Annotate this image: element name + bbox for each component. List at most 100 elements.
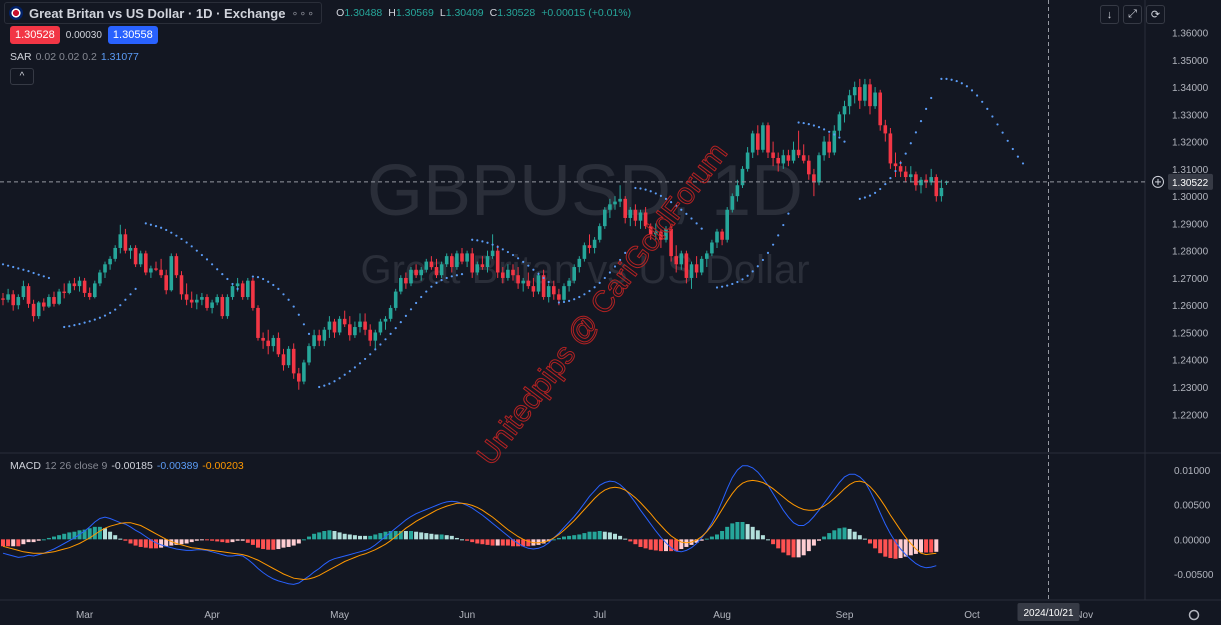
candle-body (638, 212, 643, 221)
sar-point (307, 332, 311, 335)
sar-point (863, 196, 867, 199)
sar-point (292, 305, 295, 308)
candle-body (312, 335, 316, 347)
time-tick-label: Jun (459, 610, 475, 621)
sar-point (715, 286, 719, 289)
sar-point (205, 258, 209, 261)
candle-body (516, 275, 520, 284)
sar-point (608, 271, 612, 274)
arrow-down-icon[interactable]: ↓ (1100, 5, 1119, 24)
last-price-label: 1.30522 (1172, 178, 1209, 189)
candle-body (93, 283, 97, 298)
macd-hist-bar (893, 539, 898, 559)
buy-button[interactable]: 1.30558 (107, 26, 158, 44)
macd-hist-bar (806, 539, 811, 552)
macd-value: -0.00185 (111, 460, 153, 472)
macd-hist-bar (373, 534, 378, 540)
price-tick-label: 1.29000 (1172, 219, 1209, 230)
candle-body (439, 264, 444, 276)
sar-point (83, 321, 86, 324)
sell-button[interactable]: 1.30528 (10, 26, 60, 44)
candle-body (47, 297, 51, 307)
macd-hist-bar (184, 539, 189, 544)
time-tick-label: Jul (593, 610, 606, 621)
sar-point (471, 238, 474, 241)
sar-legend[interactable]: SAR 0.02 0.02 0.2 1.31077 (10, 51, 139, 63)
sar-point (78, 322, 81, 326)
macd-hist-bar (403, 531, 408, 540)
sar-point (925, 107, 928, 110)
candle-body (924, 179, 928, 183)
time-tick-label: Sep (836, 610, 854, 621)
fullscreen-icon[interactable]: ⤢ (1123, 5, 1142, 24)
sar-point (195, 249, 198, 252)
sar-point (22, 268, 25, 271)
macd-hist-bar (679, 539, 684, 550)
sar-point (68, 325, 71, 328)
sar-point (517, 257, 520, 260)
sar-point (506, 250, 509, 254)
sar-point (491, 243, 494, 246)
macd-hist-bar (505, 539, 510, 546)
candle-body (455, 253, 459, 268)
macd-hist-bar (434, 534, 439, 540)
macd-hist-bar (113, 535, 118, 540)
candle-body (485, 256, 490, 268)
candle-body (511, 269, 515, 276)
macd-hist-bar (521, 539, 526, 547)
sar-point (914, 131, 918, 134)
macd-hist-bar (62, 533, 67, 540)
candle-body (832, 130, 837, 153)
restore-icon[interactable]: ⟳ (1146, 5, 1165, 24)
sar-point (562, 300, 566, 304)
macd-hist-bar (281, 539, 286, 548)
symbol-selector[interactable]: Great Britan vs US Dollar · 1D · Exchang… (4, 2, 323, 24)
candle-body (587, 245, 592, 248)
candle-body (348, 324, 352, 336)
macd-hist-bar (368, 535, 373, 540)
collapse-legend-button[interactable]: ^ (10, 68, 34, 85)
candle-body (807, 160, 811, 175)
sar-point (450, 275, 453, 278)
candle-body (791, 149, 796, 161)
sar-point (823, 128, 826, 131)
sar-name: SAR (10, 51, 32, 63)
macd-hist-bar (913, 539, 918, 554)
sar-point (659, 194, 663, 197)
macd-hist-bar (159, 539, 164, 548)
candle-body (796, 149, 801, 156)
sar-point (348, 370, 351, 373)
macd-hist-bar (648, 539, 653, 550)
macd-legend[interactable]: MACD 12 26 close 9 -0.00185 -0.00389 -0.… (10, 460, 244, 472)
candle-body (480, 264, 485, 268)
macd-hist-bar (801, 539, 806, 556)
sar-point (272, 283, 275, 287)
ohlc-item: C1.30528 (490, 7, 536, 19)
macd-hist-bar (597, 531, 602, 540)
sar-point (328, 382, 331, 385)
candle-body (444, 256, 449, 265)
macd-hist-bar (123, 539, 128, 541)
symbol-title: Great Britan vs US Dollar · 1D · Exchang… (29, 5, 286, 21)
macd-hist-bar (760, 535, 765, 540)
macd-hist-bar (658, 539, 663, 552)
crosshair-date-badge (1017, 603, 1080, 621)
candle-body (363, 321, 367, 330)
sar-point (996, 123, 999, 126)
candle-body (781, 155, 786, 164)
macd-hist-bar (633, 539, 638, 545)
macd-hist-bar (108, 531, 113, 540)
macd-hist-bar (924, 539, 929, 553)
candle-body (195, 299, 199, 303)
macd-hist-bar (766, 539, 770, 541)
sar-point (425, 290, 428, 293)
sar-point (481, 240, 484, 243)
macd-hist-bar (21, 539, 26, 545)
ohlc-values: O1.30488 H1.30569 L1.30409 C1.30528 +0.00015… (336, 7, 631, 19)
candle-body (184, 294, 189, 300)
more-icon[interactable]: ∘∘∘ (291, 7, 316, 20)
macd-hist-bar (541, 539, 546, 544)
sar-point (124, 298, 127, 301)
